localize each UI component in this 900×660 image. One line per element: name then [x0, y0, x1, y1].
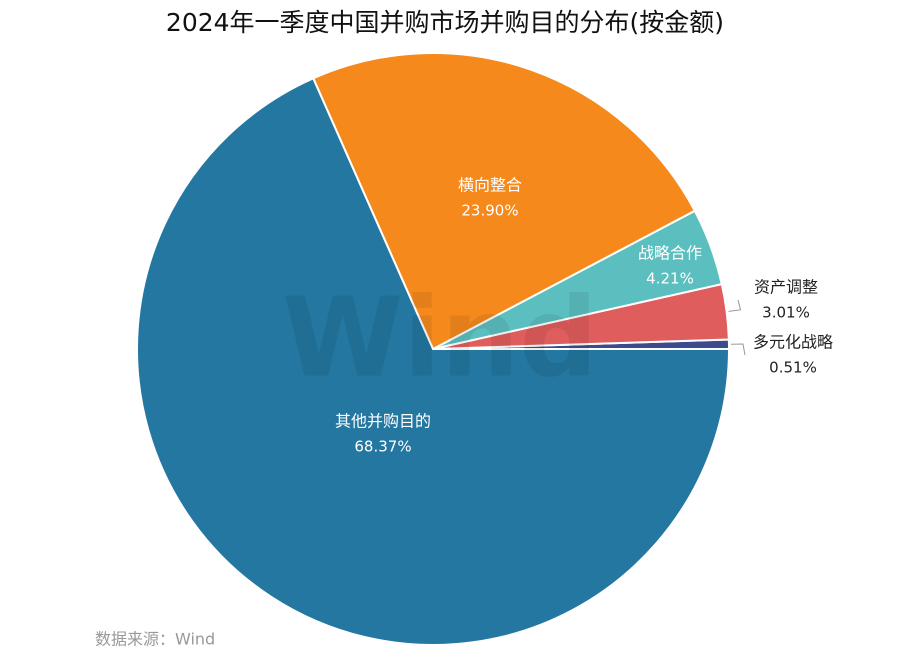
- leader-line: [730, 343, 746, 356]
- value-label: 23.90%: [461, 202, 518, 220]
- chart-title: 2024年一季度中国并购市场并购目的分布(按金额): [166, 8, 724, 37]
- value-label: 3.01%: [762, 304, 810, 322]
- value-label: 0.51%: [769, 359, 817, 377]
- pie: [136, 52, 731, 646]
- value-label: 68.37%: [354, 438, 411, 456]
- watermark: Wind: [282, 273, 598, 401]
- slice-label: 多元化战略: [753, 333, 833, 352]
- pie-slice: [136, 76, 731, 646]
- slice-label: 战略合作: [638, 244, 702, 263]
- slice-label: 资产调整: [754, 278, 818, 297]
- slice-label: 其他并购目的: [335, 412, 431, 431]
- pie-slice: [311, 52, 697, 351]
- slice-label: 横向整合: [458, 176, 522, 195]
- value-label: 4.21%: [646, 270, 694, 288]
- source-note: 数据来源：Wind: [95, 630, 215, 649]
- leader-line: [728, 299, 742, 312]
